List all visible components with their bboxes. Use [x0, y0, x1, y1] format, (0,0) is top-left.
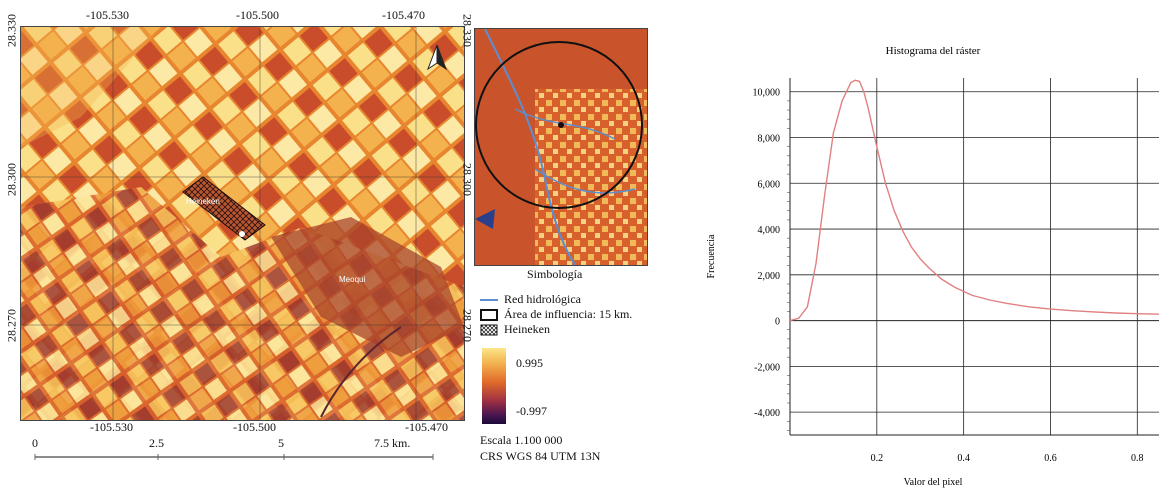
- bottom-tick-1: -105.530: [90, 420, 133, 434]
- meoqui-label: Meoqui: [339, 275, 366, 284]
- inset-title: Simbología: [527, 267, 583, 281]
- scalebar: 0 2.5 5 7.5 km.: [32, 436, 434, 466]
- y-tick-label: 6,000: [758, 179, 781, 190]
- right-tick-1: 28.330: [460, 14, 475, 47]
- scalebar-line: [34, 454, 434, 460]
- bottom-tick-3: -105.470: [405, 420, 448, 434]
- inset-map[interactable]: [474, 28, 648, 266]
- right-tick-3: 28.270: [460, 309, 475, 342]
- legend-item-heineken: Heineken: [480, 322, 670, 337]
- ramp-min-label: -0.997: [516, 404, 547, 418]
- hatched-box-icon: [480, 324, 498, 335]
- histogram-line: [789, 79, 1159, 322]
- crs-text: CRS WGS 84 UTM 13N: [480, 449, 601, 463]
- legend-item-red-hidrologica: Red hidrológica: [480, 292, 670, 307]
- left-tick-1: 28.330: [4, 14, 19, 47]
- histogram-chart: Histograma del ráster 10,000 8,000 6,000 4,0…: [700, 40, 1159, 489]
- ndvi-raster: [21, 27, 464, 420]
- color-ramp: [482, 348, 506, 424]
- y-axis-label: Frecuencia: [706, 234, 717, 278]
- legend-item-area-influencia: Área de influencia: 15 km.: [480, 307, 670, 322]
- right-tick-2: 28.300: [460, 163, 475, 196]
- ramp-max-label: 0.995: [516, 356, 543, 370]
- inset-raster: [475, 29, 647, 265]
- top-tick-3: -105.470: [382, 8, 425, 22]
- scalebar-label-0: 0: [32, 436, 38, 450]
- x-tick-label: 0.4: [957, 453, 970, 464]
- x-tick-label: 0.6: [1044, 453, 1057, 464]
- top-tick-1: -105.530: [86, 8, 129, 22]
- x-tick-label: 0.2: [871, 453, 884, 464]
- main-map[interactable]: Heineken Meoqui: [20, 26, 465, 421]
- x-axis-label: Valor del pixel: [904, 477, 963, 488]
- y-tick-label: 2,000: [758, 271, 781, 282]
- top-tick-2: -105.500: [236, 8, 279, 22]
- y-tick-label: 4,000: [758, 225, 781, 236]
- bottom-tick-2: -105.500: [233, 420, 276, 434]
- left-tick-3: 28.270: [4, 309, 19, 342]
- legend: Red hidrológica Área de influencia: 15 k…: [480, 292, 670, 337]
- heineken-area: [182, 176, 266, 241]
- chart-title: Histograma del ráster: [886, 45, 981, 57]
- blue-line-icon: [480, 298, 498, 301]
- y-tick-label: -2,000: [754, 362, 780, 373]
- x-tick-label: 0.8: [1131, 453, 1144, 464]
- y-tick-label: -4,000: [754, 408, 780, 419]
- y-tick-label: 0: [775, 317, 780, 328]
- scalebar-label-1: 2.5: [149, 436, 164, 450]
- north-arrow-icon: [426, 44, 448, 71]
- left-tick-2: 28.300: [4, 163, 19, 196]
- scalebar-label-3: 7.5 km.: [374, 436, 411, 450]
- black-rectangle-icon: [480, 308, 498, 321]
- y-tick-label: 8,000: [758, 134, 781, 145]
- legend-label: Área de influencia: 15 km.: [504, 307, 633, 321]
- histogram-svg: Histograma del ráster 10,000 8,000 6,000 4,0…: [706, 45, 1159, 488]
- heineken-label: Heineken: [186, 197, 220, 206]
- scalebar-label-2: 5: [278, 436, 284, 450]
- scale-text: Escala 1.100 000: [480, 433, 563, 447]
- legend-label: Red hidrológica: [504, 292, 581, 306]
- legend-label: Heineken: [504, 322, 550, 336]
- y-tick-label: 10,000: [753, 88, 781, 99]
